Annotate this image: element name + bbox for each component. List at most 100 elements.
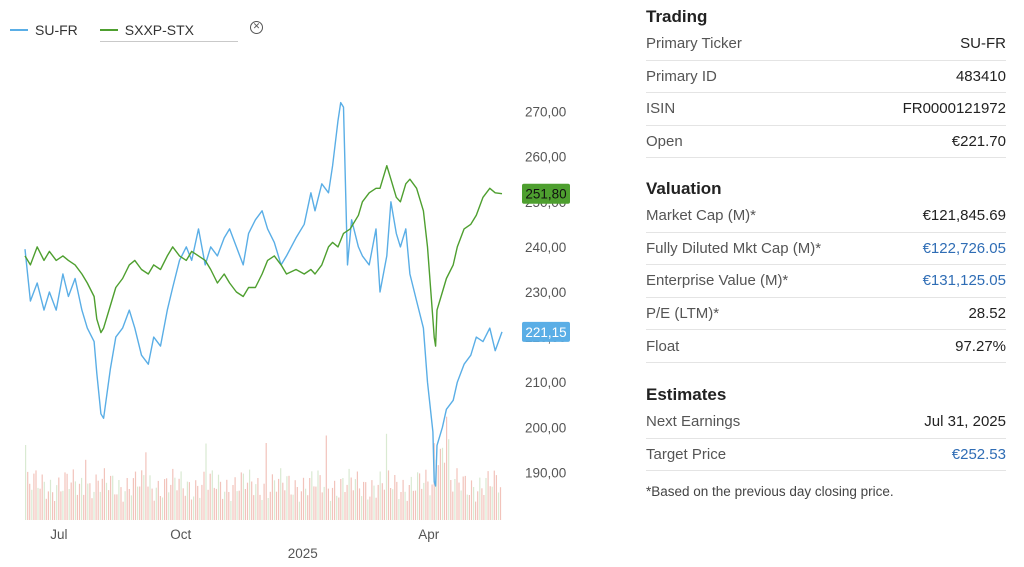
volume-bar — [404, 491, 406, 520]
volume-bar — [85, 459, 87, 520]
volume-bar — [213, 487, 215, 520]
y-tick-label: 270,00 — [525, 105, 566, 120]
volume-bar — [172, 468, 174, 520]
volume-bar — [230, 501, 232, 520]
volume-bar — [390, 488, 392, 520]
legend-item-primary[interactable]: SU-FR — [10, 22, 78, 38]
volume-bar — [497, 492, 500, 520]
x-tick-label: Jul — [50, 527, 67, 542]
valuation-rows: Market Cap (M)* €121,845.69 Fully Diluted … — [646, 200, 1006, 363]
legend-swatch-compare — [99, 28, 118, 31]
volume-bar — [89, 483, 91, 520]
volume-bar — [124, 491, 126, 520]
volume-bar — [425, 469, 427, 520]
legend-label-compare: SXXP-STX — [124, 21, 195, 38]
volume-bar — [271, 474, 273, 520]
volume-bar — [153, 500, 155, 520]
y-tick-label: 200,00 — [525, 420, 566, 435]
valuation-row-value[interactable]: €122,726.05 — [922, 239, 1006, 257]
volume-bar — [201, 484, 203, 520]
volume-bar — [139, 486, 141, 520]
price-chart-area: 270,00260,00250,00240,00230,00220,00210,… — [0, 0, 600, 567]
volume-bar — [406, 500, 408, 520]
volume-bar — [72, 469, 74, 520]
volume-bar — [197, 485, 199, 520]
y-tick-label: 260,00 — [525, 150, 566, 165]
volume-bar — [321, 492, 323, 520]
volume-bar — [358, 488, 361, 520]
trading-section: Trading Primary Ticker SU-FR Primary ID 483… — [646, 6, 1006, 159]
volume-bar — [265, 443, 267, 520]
volume-bar — [464, 475, 466, 520]
remove-compare-icon[interactable]: ✕ — [250, 21, 263, 34]
volume-bar — [224, 491, 226, 520]
volume-bar — [282, 482, 284, 520]
volume-bar — [31, 489, 33, 520]
volume-bar — [419, 473, 421, 520]
x-tick-label: Oct — [170, 527, 191, 542]
volume-bar — [327, 488, 329, 520]
volume-bar — [114, 494, 116, 520]
volume-bar — [145, 452, 147, 520]
volume-bar — [460, 490, 462, 520]
volume-bar — [112, 475, 114, 520]
volume-bar — [81, 477, 83, 520]
volume-bar — [209, 473, 211, 520]
y-tick-label: 210,00 — [525, 375, 566, 390]
volume-bar — [157, 480, 159, 520]
valuation-row-label: Enterprise Value (M)* — [646, 272, 789, 290]
y-tick-label: 240,00 — [525, 240, 566, 255]
y-tick-label: 190,00 — [525, 465, 566, 480]
volume-bar — [76, 494, 78, 520]
volume-bar — [483, 495, 485, 520]
trading-row: Primary Ticker SU-FR — [646, 28, 1006, 61]
volume-bar — [431, 484, 433, 520]
volume-bar — [151, 488, 153, 520]
volume-bar — [394, 475, 396, 520]
valuation-row-label: Market Cap (M)* — [646, 207, 757, 225]
volume-bar — [182, 488, 184, 520]
volume-bar — [43, 481, 45, 520]
volume-bar — [485, 478, 487, 520]
volume-bar — [305, 488, 307, 520]
volume-bar — [120, 487, 122, 520]
y-tick-label: 230,00 — [525, 285, 566, 300]
volume-bar — [149, 475, 151, 520]
valuation-row-value[interactable]: €131,125.05 — [922, 272, 1006, 290]
volume-bar — [441, 447, 444, 520]
trading-row-label: Primary Ticker — [646, 35, 742, 53]
volume-bar — [385, 433, 388, 520]
volume-bar — [495, 475, 497, 520]
volume-bar — [155, 487, 157, 520]
volume-bar — [110, 475, 112, 520]
volume-bar — [379, 471, 381, 520]
estimates-row-label: Target Price — [646, 445, 727, 463]
volume-bar — [493, 470, 495, 520]
price-chart[interactable]: 270,00260,00250,00240,00230,00220,00210,… — [0, 0, 600, 567]
volume-bar — [215, 488, 217, 520]
volume-bar — [166, 478, 168, 520]
volume-bar — [137, 486, 139, 520]
legend-item-compare[interactable]: SXXP-STX — [99, 21, 238, 42]
volume-bar — [58, 477, 60, 520]
volume-bar — [83, 494, 85, 520]
volume-bar — [456, 468, 458, 520]
estimates-row-value[interactable]: €252.53 — [951, 445, 1006, 463]
volume-bar — [217, 474, 220, 520]
volume-bar — [294, 480, 296, 520]
volume-bar — [396, 481, 398, 520]
volume-bar — [340, 479, 342, 520]
volume-bar — [244, 489, 246, 520]
valuation-row-value: €121,845.69 — [922, 207, 1006, 225]
volume-bar — [470, 480, 473, 520]
trading-row-value: SU-FR — [960, 35, 1006, 53]
volume-bar — [315, 486, 317, 520]
section-title-estimates: Estimates — [646, 385, 727, 404]
volume-bar — [477, 491, 479, 520]
volume-bar — [269, 491, 271, 520]
volume-bar — [259, 494, 261, 520]
valuation-row: Market Cap (M)* €121,845.69 — [646, 200, 1006, 233]
estimates-row: Next Earnings Jul 31, 2025 — [646, 406, 1006, 439]
volume-bar — [402, 479, 404, 520]
volume-bar — [302, 477, 305, 520]
